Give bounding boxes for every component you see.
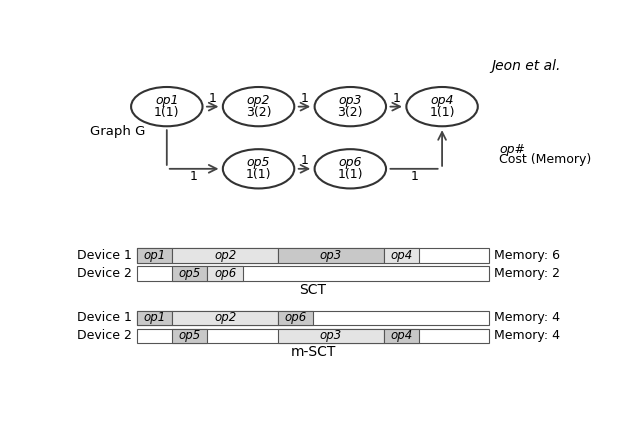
Ellipse shape [223, 149, 294, 188]
Ellipse shape [223, 87, 294, 126]
Bar [383, 249, 419, 263]
Ellipse shape [315, 149, 386, 188]
Text: Device 2: Device 2 [77, 329, 132, 342]
Ellipse shape [131, 87, 202, 126]
Text: op6: op6 [284, 311, 307, 324]
Text: 1: 1 [411, 170, 419, 184]
Text: Device 1: Device 1 [77, 311, 132, 324]
Text: 1: 1 [190, 170, 198, 184]
Text: Memory: 4: Memory: 4 [494, 311, 560, 324]
Text: op1: op1 [155, 94, 179, 107]
Text: op1: op1 [143, 311, 166, 324]
Text: op3: op3 [319, 249, 342, 262]
Bar [172, 311, 278, 325]
Bar [172, 249, 278, 263]
Bar [383, 329, 419, 343]
Bar [137, 311, 172, 325]
Bar [172, 329, 207, 343]
Bar [278, 249, 383, 263]
Text: op5: op5 [179, 329, 201, 342]
Text: 1: 1 [301, 154, 308, 167]
Text: Cost (Memory): Cost (Memory) [499, 153, 591, 167]
Bar [172, 266, 207, 281]
Text: 1: 1 [392, 92, 400, 105]
Bar [137, 311, 489, 325]
Text: 1: 1 [209, 92, 216, 105]
Bar [278, 329, 383, 343]
Text: op4: op4 [430, 94, 454, 107]
Bar [137, 249, 489, 263]
Bar [137, 249, 172, 263]
Text: 3(2): 3(2) [337, 106, 363, 119]
Text: Jeon et al.: Jeon et al. [492, 59, 561, 73]
Text: Memory: 2: Memory: 2 [494, 267, 560, 280]
Bar [137, 266, 489, 281]
Ellipse shape [406, 87, 478, 126]
Ellipse shape [315, 87, 386, 126]
Text: op3: op3 [339, 94, 362, 107]
Text: op4: op4 [390, 249, 412, 262]
Text: 1(1): 1(1) [154, 106, 180, 119]
Text: Graph G: Graph G [90, 125, 145, 138]
Text: op2: op2 [214, 311, 236, 324]
Text: SCT: SCT [300, 283, 326, 297]
Text: 1(1): 1(1) [246, 168, 271, 181]
Text: 1(1): 1(1) [429, 106, 455, 119]
Text: Memory: 6: Memory: 6 [494, 249, 560, 262]
Text: op5: op5 [247, 156, 270, 170]
Bar [207, 266, 243, 281]
Text: m-SCT: m-SCT [291, 345, 336, 359]
Text: op6: op6 [214, 267, 236, 280]
Text: op5: op5 [179, 267, 201, 280]
Text: op4: op4 [390, 329, 412, 342]
Text: 1: 1 [301, 92, 308, 105]
Text: op#: op# [499, 143, 525, 156]
Text: op2: op2 [247, 94, 270, 107]
Text: op2: op2 [214, 249, 236, 262]
Text: Device 2: Device 2 [77, 267, 132, 280]
Bar [278, 311, 313, 325]
Text: Device 1: Device 1 [77, 249, 132, 262]
Bar [137, 329, 489, 343]
Text: 3(2): 3(2) [246, 106, 271, 119]
Text: Memory: 4: Memory: 4 [494, 329, 560, 342]
Text: op1: op1 [143, 249, 166, 262]
Text: 1(1): 1(1) [337, 168, 363, 181]
Text: op3: op3 [319, 329, 342, 342]
Text: op6: op6 [339, 156, 362, 170]
